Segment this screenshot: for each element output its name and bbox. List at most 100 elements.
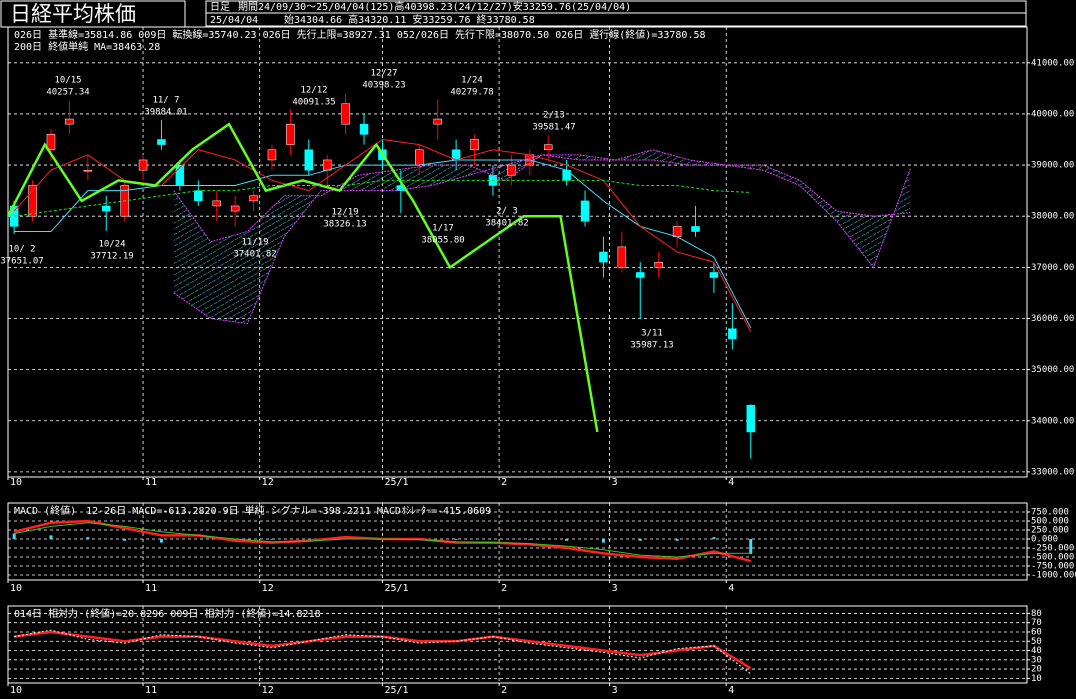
series-line xyxy=(14,522,751,558)
legend-entry: 052/026日 先行下限=38070.50 xyxy=(397,28,549,41)
x-tick-label: 3 xyxy=(612,477,618,488)
legend-entry: 026日 遅行線(終値)=33780.58 xyxy=(555,28,705,41)
x-tick-label: 10 xyxy=(10,685,22,696)
candle-body xyxy=(267,149,277,161)
x-tick-label: 25/1 xyxy=(384,477,408,488)
annotation-date: 11/19 xyxy=(241,238,268,248)
y-tick-label: 10 xyxy=(1031,674,1042,684)
header-row-2 xyxy=(205,12,1027,27)
y-tick-label: 35000.00 xyxy=(1031,365,1074,375)
series-line xyxy=(14,629,752,675)
y-tick-label: 34000.00 xyxy=(1031,416,1074,426)
x-tick-label: 11 xyxy=(145,685,157,696)
title-box xyxy=(0,0,186,28)
annotation-date: 2/ 3 xyxy=(496,207,518,217)
annotation-price: 39581.47 xyxy=(532,123,575,133)
candle-body xyxy=(470,139,479,150)
period: 期間24/09/30～25/04/04(125)高40398.23(24/12/… xyxy=(238,0,631,13)
legend-entry: MACDｵｼﾚｰﾀｰ=-415.0609 xyxy=(377,505,491,517)
ohlc: 始34304.66 高34320.11 安33259.76 終33780.58 xyxy=(284,13,535,26)
candle-body xyxy=(249,195,258,202)
y-tick-label: 0.000 xyxy=(1031,534,1058,544)
series-line xyxy=(173,154,911,325)
annotation-price: 38401.82 xyxy=(485,219,528,229)
legend-entry: 12-26日 MACD=-613.2820 xyxy=(86,506,216,517)
y-tick-label: 80 xyxy=(1031,609,1042,619)
histogram-bar xyxy=(565,538,569,541)
candle-body xyxy=(83,169,93,172)
annotation-date: 1/17 xyxy=(432,224,454,234)
candle-body xyxy=(212,200,221,207)
candle-body xyxy=(617,246,627,268)
candle-body xyxy=(599,251,608,263)
y-tick-label: 38000.00 xyxy=(1031,212,1074,222)
histogram-bar xyxy=(638,538,642,541)
candle-body xyxy=(728,328,737,340)
y-tick-label: -1000.000 xyxy=(1031,570,1076,580)
y-tick-label: 40 xyxy=(1031,646,1042,656)
histogram-bar xyxy=(712,537,716,539)
x-tick-label: 25/1 xyxy=(384,685,408,696)
x-tick-label: 4 xyxy=(728,685,734,696)
legend-entry: 014日 相対力 (終値)=20.8296 xyxy=(14,607,164,620)
title: 日経平均株価 xyxy=(10,2,136,26)
panel-title: MACD (終値) xyxy=(14,504,76,517)
candle-body xyxy=(28,185,37,217)
y-tick-label: 40000.00 xyxy=(1031,109,1074,119)
series-line xyxy=(14,179,751,217)
candle-body xyxy=(415,149,424,166)
y-tick-label: 70 xyxy=(1031,618,1042,628)
candle-body xyxy=(746,404,756,433)
candle-body xyxy=(672,226,682,237)
period-type: 日足 xyxy=(210,1,230,13)
candle-body xyxy=(580,200,590,222)
candle-body xyxy=(507,164,516,176)
candle-body xyxy=(138,159,148,171)
candle-body xyxy=(636,272,645,278)
legend-entry: 026日 基準線=35814.86 xyxy=(14,28,132,41)
annotation-date: 1/24 xyxy=(461,76,483,86)
annotation-price: 40279.78 xyxy=(450,88,493,98)
histogram-bar xyxy=(12,533,16,539)
candle-body xyxy=(562,169,571,181)
annotation-price: 37712.19 xyxy=(90,252,133,262)
annotation-price: 40091.35 xyxy=(292,98,335,108)
candle-body xyxy=(230,205,240,212)
x-tick-label: 11 xyxy=(145,477,157,488)
candle-body xyxy=(304,149,314,171)
candle-body xyxy=(322,159,332,171)
annotation-date: 11/ 7 xyxy=(152,96,179,106)
annotation-date: 10/ 2 xyxy=(8,245,35,255)
legend-entry: 200日 終値単純 MA=38463.28 xyxy=(14,40,160,53)
y-tick-label: 60 xyxy=(1031,627,1042,637)
candle-body xyxy=(654,261,663,268)
histogram-bar xyxy=(528,538,532,540)
histogram-bar xyxy=(123,538,127,541)
legend-entry: 026日 先行上限=38927.31 xyxy=(263,28,391,41)
y-tick-label: 33000.00 xyxy=(1031,467,1074,477)
x-tick-label: 2 xyxy=(501,477,507,488)
histogram-bar xyxy=(49,535,53,539)
x-tick-label: 10 xyxy=(10,477,22,488)
histogram-bar xyxy=(454,538,458,540)
x-tick-label: 2 xyxy=(501,685,507,696)
y-tick-label: 750.000 xyxy=(1031,507,1069,517)
annotation-price: 35987.13 xyxy=(630,341,673,351)
x-tick-label: 11 xyxy=(145,583,157,594)
y-tick-label: 37000.00 xyxy=(1031,263,1074,273)
candle-body xyxy=(65,118,74,125)
candle-body xyxy=(709,272,719,278)
y-tick-label: 36000.00 xyxy=(1031,314,1074,324)
candle-body xyxy=(341,103,350,125)
annotation-price: 38326.13 xyxy=(323,220,366,230)
x-tick-label: 4 xyxy=(728,477,734,488)
candle-body xyxy=(46,134,56,150)
y-tick-label: 39000.00 xyxy=(1031,161,1074,171)
annotation-date: 12/27 xyxy=(370,69,397,79)
histogram-bar xyxy=(270,538,274,540)
x-tick-label: 4 xyxy=(728,583,734,594)
candle-body xyxy=(157,139,166,145)
annotation-price: 40257.34 xyxy=(46,88,89,98)
series-line xyxy=(6,122,599,433)
